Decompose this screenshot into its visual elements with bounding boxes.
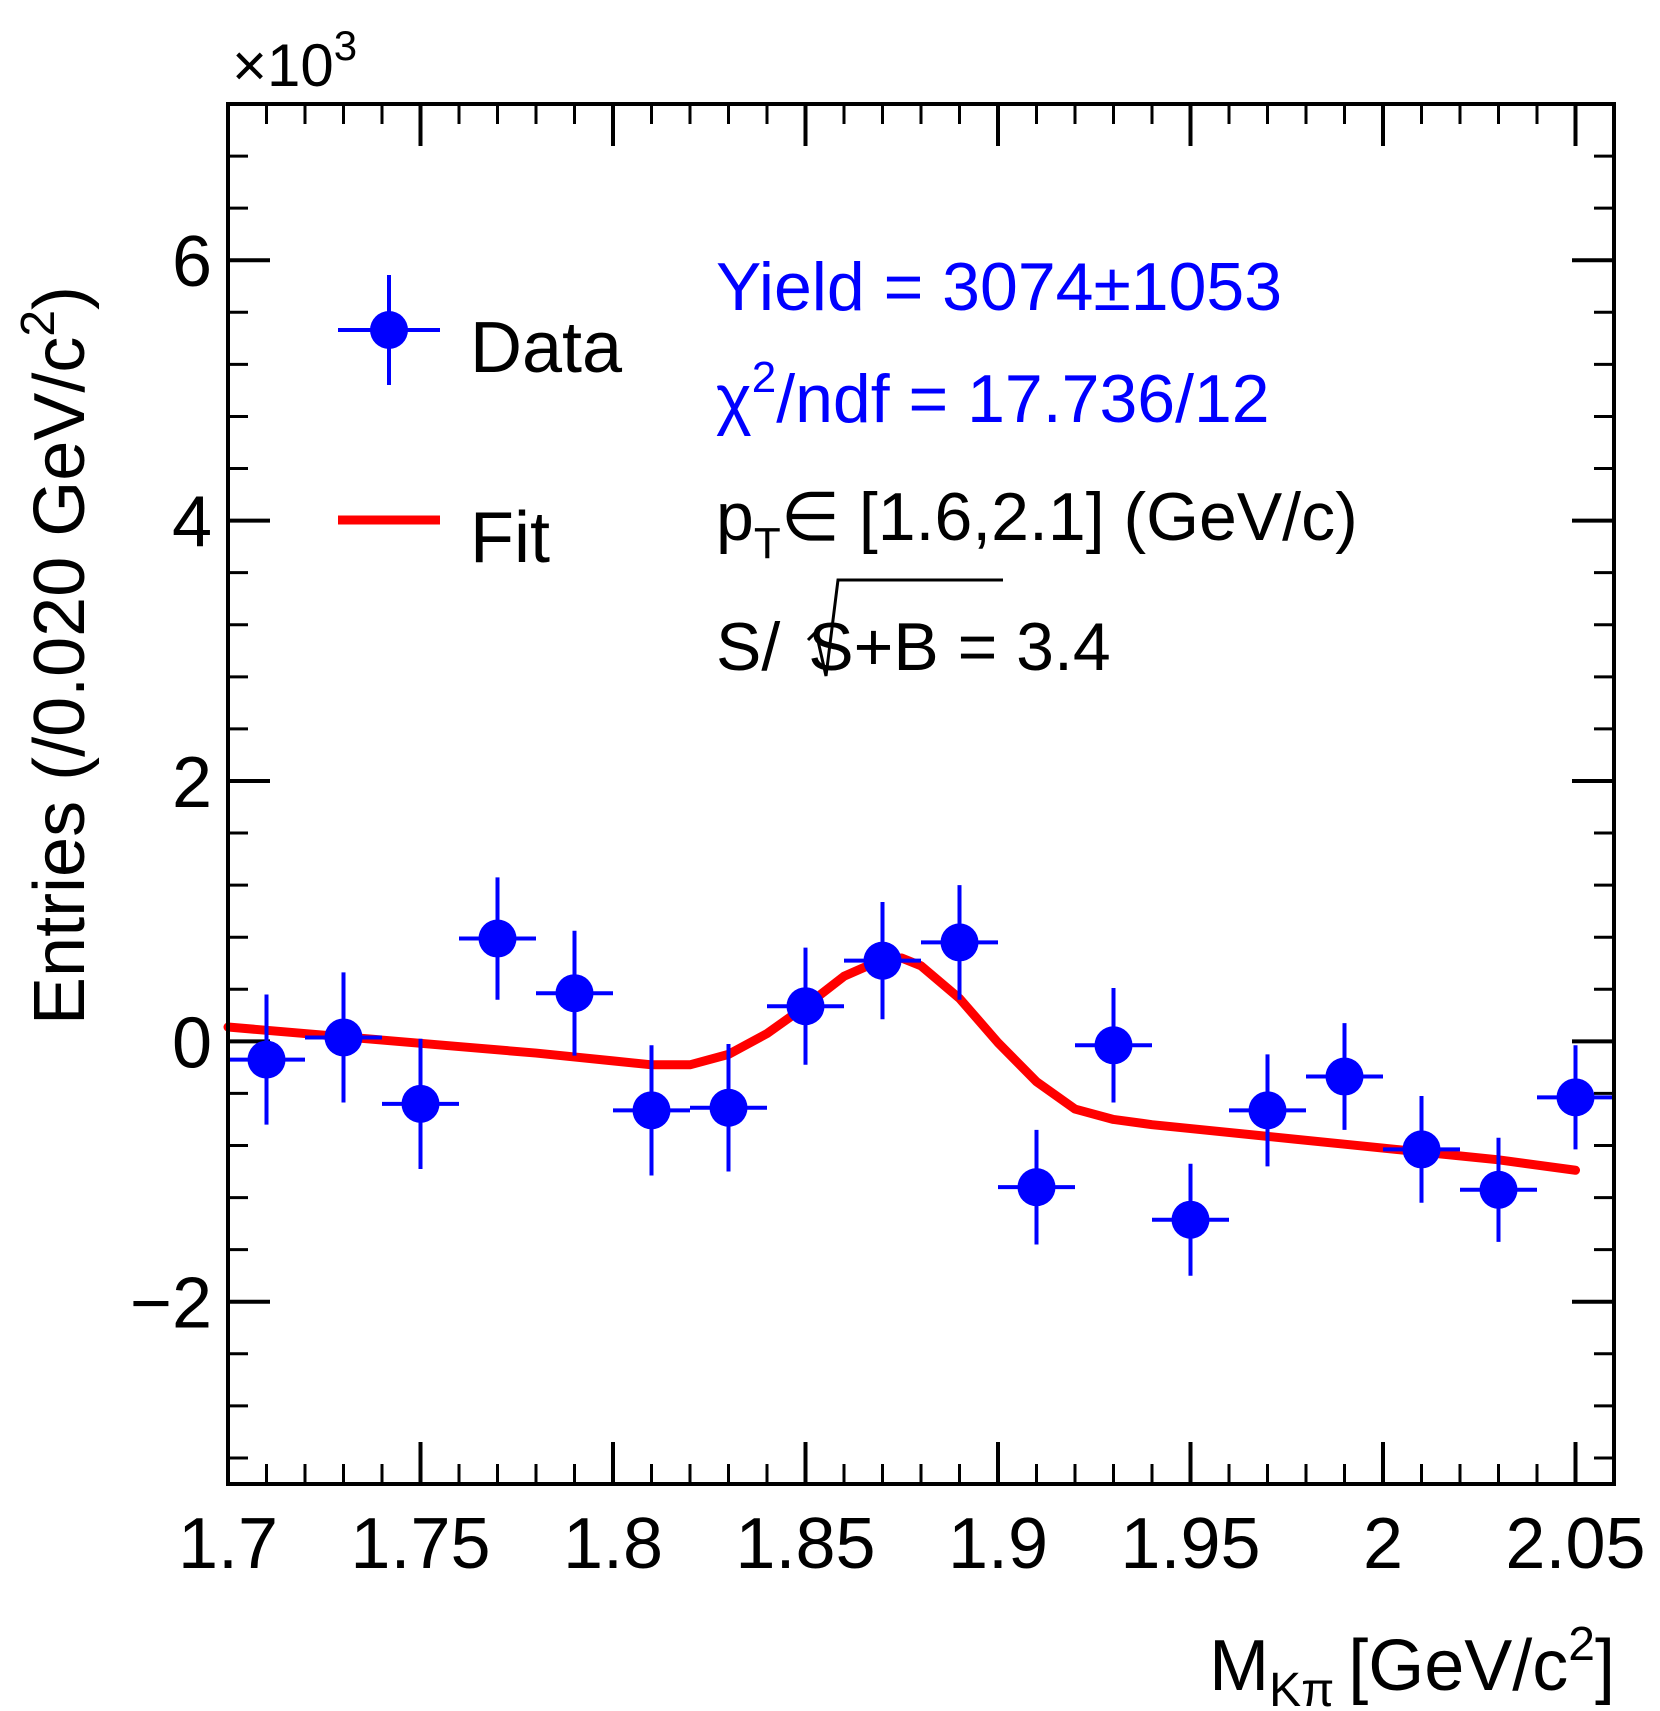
annotations: Yield = 3074±1053 χ2/ndf = 17.736/12 pT∈… xyxy=(716,249,1358,685)
x-tick-label: 1.85 xyxy=(735,1504,875,1584)
data-marker xyxy=(555,974,594,1013)
x-axis-title: MKπ [GeV/c2] xyxy=(1209,1618,1615,1711)
data-marker xyxy=(478,919,517,958)
x-axis-title-unit: [GeV/c xyxy=(1348,1626,1568,1706)
x-axis-title-unit-sup: 2 xyxy=(1568,1618,1595,1671)
data-point xyxy=(1152,1163,1229,1276)
data-marker xyxy=(1248,1091,1287,1130)
x-tick-label: 1.95 xyxy=(1120,1504,1260,1584)
annotation-chi2-symbol: χ xyxy=(716,361,752,437)
y-axis-title-main: Entries (/0.020 GeV/c xyxy=(20,337,100,1025)
data-point xyxy=(1537,1045,1612,1150)
data-point xyxy=(690,1043,767,1172)
y-multiplier: ×103 xyxy=(232,22,357,99)
data-point xyxy=(536,930,613,1056)
data-marker xyxy=(786,987,825,1026)
x-axis-title-m: M xyxy=(1209,1626,1269,1706)
data-point xyxy=(844,902,921,1020)
annotation-sig-s: S/ xyxy=(716,609,780,685)
data-marker xyxy=(1479,1170,1518,1209)
sqrt-sign xyxy=(806,578,1003,677)
y-tick-label: 2 xyxy=(172,743,212,823)
y-tick-label: 6 xyxy=(172,222,212,302)
data-marker xyxy=(1402,1130,1441,1169)
data-point xyxy=(613,1045,690,1176)
y-tick-label: 0 xyxy=(172,1003,212,1083)
fit-curve xyxy=(223,953,1580,1175)
y-tick-label: 4 xyxy=(172,483,212,563)
data-marker xyxy=(940,923,979,962)
fit-layer xyxy=(223,953,1580,1175)
legend-fit-label: Fit xyxy=(470,498,550,578)
annotation-pt-sub: T xyxy=(754,519,781,568)
data-marker xyxy=(1171,1200,1210,1239)
data-marker xyxy=(863,941,902,980)
annotation-chi2: χ2/ndf = 17.736/12 xyxy=(716,353,1270,437)
legend-data-label: Data xyxy=(470,308,623,388)
annotation-sig-rest: = 3.4 xyxy=(939,609,1111,685)
data-point xyxy=(767,947,844,1065)
y-multiplier-base: ×10 xyxy=(232,32,334,99)
data-marker xyxy=(1556,1078,1595,1117)
data-marker xyxy=(632,1091,671,1130)
annotation-sig-root: S+B xyxy=(808,609,938,685)
annotation-chi2-rest: /ndf = 17.736/12 xyxy=(776,361,1269,437)
legend-data-marker xyxy=(370,311,408,349)
data-point xyxy=(459,877,536,1000)
annotation-chi2-sup: 2 xyxy=(752,353,776,402)
data-point xyxy=(228,994,305,1125)
data-marker xyxy=(247,1040,286,1079)
x-tick-label: 2 xyxy=(1363,1504,1403,1584)
axis-tick-labels: 1.7 1.75 1.8 1.85 1.9 1.95 2 2.05 −2 0 2 4 6 xyxy=(130,222,1646,1584)
y-axis-title-sup: 2 xyxy=(12,310,65,337)
annotation-pt-rest: ∈ [1.6,2.1] (GeV/c) xyxy=(781,479,1358,555)
axis-ticks xyxy=(226,104,1616,1484)
y-multiplier-exp: 3 xyxy=(334,22,357,69)
x-tick-label: 1.9 xyxy=(948,1504,1048,1584)
annotation-pt-p: p xyxy=(716,479,754,555)
data-point xyxy=(382,1038,459,1169)
annotation-significance: S/S+B = 3.4 xyxy=(716,609,1111,685)
x-tick-label: 2.05 xyxy=(1505,1504,1645,1584)
data-point xyxy=(1306,1023,1383,1130)
data-marker xyxy=(401,1084,440,1123)
data-point xyxy=(1075,987,1152,1103)
data-marker xyxy=(324,1018,363,1057)
x-axis-title-close: ] xyxy=(1595,1626,1615,1706)
data-point xyxy=(998,1129,1075,1245)
annotation-yield: Yield = 3074±1053 xyxy=(716,249,1282,325)
data-marker xyxy=(1017,1168,1056,1207)
data-point xyxy=(1460,1137,1537,1242)
plot-frame xyxy=(226,102,1616,1486)
data-marker xyxy=(709,1088,748,1127)
y-axis-title: Entries (/0.020 GeV/c2) xyxy=(12,286,100,1025)
data-layer xyxy=(228,877,1612,1276)
x-axis-title-sub: Kπ xyxy=(1269,1664,1334,1711)
data-point xyxy=(305,972,382,1103)
x-tick-label: 1.7 xyxy=(178,1504,278,1584)
legend: Data Fit xyxy=(338,275,623,578)
data-marker xyxy=(1094,1026,1133,1065)
y-axis-title-close: ) xyxy=(20,286,100,310)
y-tick-label: −2 xyxy=(130,1264,212,1344)
data-point xyxy=(1383,1096,1460,1203)
data-marker xyxy=(1325,1057,1364,1096)
annotation-pt: pT∈ [1.6,2.1] (GeV/c) xyxy=(716,479,1358,568)
data-point xyxy=(1229,1054,1306,1167)
data-point xyxy=(921,885,998,1000)
x-tick-label: 1.8 xyxy=(563,1504,663,1584)
x-tick-label: 1.75 xyxy=(350,1504,490,1584)
